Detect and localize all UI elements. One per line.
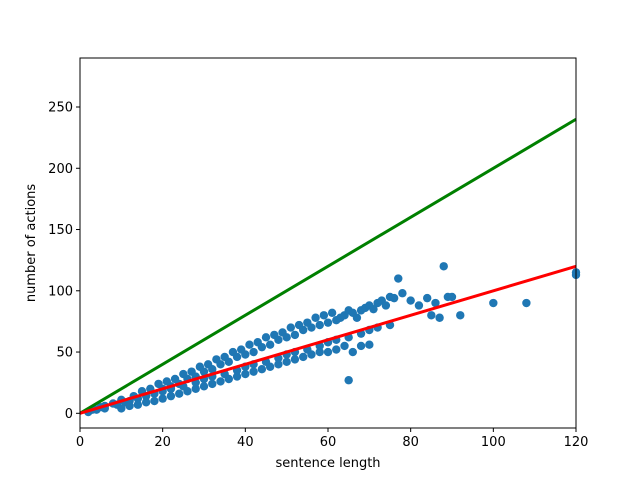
- x-axis: 0 20 40 60 80 100 120: [76, 428, 589, 450]
- scatter-point: [381, 301, 391, 310]
- reference-line-2: [79, 264, 577, 415]
- scatter-point: [290, 355, 300, 364]
- scatter-point: [199, 367, 209, 376]
- scatter-point: [423, 293, 432, 303]
- scatter-point: [241, 350, 250, 359]
- scatter-point: [365, 340, 374, 349]
- scatter-point: [141, 398, 151, 407]
- scatter-point: [216, 360, 225, 369]
- scatter-point: [323, 347, 333, 357]
- y-tick-label: 150: [48, 223, 73, 238]
- scatter-point: [340, 341, 349, 351]
- scatter-point: [224, 357, 233, 367]
- scatter-point: [299, 325, 308, 335]
- scatter-point: [290, 330, 300, 340]
- scatter-point: [249, 367, 258, 376]
- x-tick-label: 60: [320, 435, 337, 450]
- scatter-point: [352, 313, 362, 322]
- scatter-point: [274, 360, 283, 369]
- scatter-point: [232, 352, 242, 362]
- scatter-point: [257, 342, 267, 352]
- scatter-point: [431, 298, 440, 308]
- scatter-point: [522, 298, 531, 308]
- scatter-point: [439, 262, 448, 271]
- scatter-point: [348, 347, 357, 357]
- scatter-point: [158, 394, 167, 403]
- x-tick-label: 0: [76, 435, 84, 450]
- scatter-point: [332, 345, 341, 354]
- scatter-point: [282, 333, 291, 342]
- y-tick-label: 50: [56, 346, 73, 361]
- scatter-point: [282, 357, 291, 367]
- scatter-point: [327, 308, 337, 318]
- y-tick-label: 100: [48, 284, 73, 299]
- scatter-point: [265, 340, 275, 349]
- scatter-point: [394, 274, 403, 283]
- x-tick-label: 20: [154, 435, 171, 450]
- scatter-point: [150, 396, 159, 406]
- scatter-point: [319, 311, 329, 320]
- scatter-point: [299, 352, 308, 362]
- x-tick-label: 100: [481, 435, 506, 450]
- scatter-point: [117, 404, 126, 413]
- scatter-point: [307, 323, 316, 332]
- scatter-point: [216, 377, 225, 386]
- y-axis: 0 50 100 150 200 250: [48, 101, 80, 422]
- scatter-point: [286, 323, 295, 332]
- scatter-point: [311, 313, 320, 322]
- scatter-point: [241, 369, 250, 379]
- scatter-point: [199, 382, 209, 391]
- y-tick-label: 200: [48, 162, 73, 177]
- scatter-point: [208, 379, 217, 389]
- scatter-point: [249, 347, 258, 357]
- scatter-point: [245, 340, 254, 349]
- scatter-point: [489, 298, 498, 308]
- scatter-point: [435, 313, 444, 322]
- scatter-point: [166, 391, 176, 401]
- scatter-point: [257, 364, 267, 374]
- scatter-point: [191, 384, 200, 393]
- scatter-point: [232, 372, 242, 381]
- y-axis-label: number of actions: [24, 184, 39, 303]
- scatter-point: [274, 335, 283, 344]
- scatter-point: [175, 389, 184, 398]
- x-axis-label: sentence length: [275, 456, 380, 471]
- scatter-point: [414, 301, 424, 310]
- x-tick-label: 40: [237, 435, 254, 450]
- y-tick-label: 0: [65, 407, 73, 422]
- scatter-point: [125, 401, 134, 411]
- scatter-point: [315, 347, 324, 357]
- x-tick-label: 80: [402, 435, 419, 450]
- scatter-point: [456, 311, 465, 320]
- y-tick-label: 250: [48, 101, 73, 116]
- scatter-point: [447, 292, 457, 302]
- scatter-point: [323, 318, 333, 327]
- scatter-point: [369, 304, 378, 314]
- scatter-point: [315, 320, 324, 330]
- scatter-point: [356, 341, 366, 351]
- scatter-point: [398, 289, 407, 298]
- scatter-point: [389, 293, 399, 303]
- scatter-point: [208, 364, 217, 374]
- x-tick-label: 120: [564, 435, 589, 450]
- scatter-point: [133, 400, 143, 409]
- scatter-point: [406, 296, 415, 305]
- scatter-point: [261, 333, 271, 342]
- reference-line-1: [79, 117, 577, 415]
- plot-area: [79, 117, 581, 417]
- scatter-point: [427, 311, 436, 320]
- scatter-point: [344, 376, 353, 385]
